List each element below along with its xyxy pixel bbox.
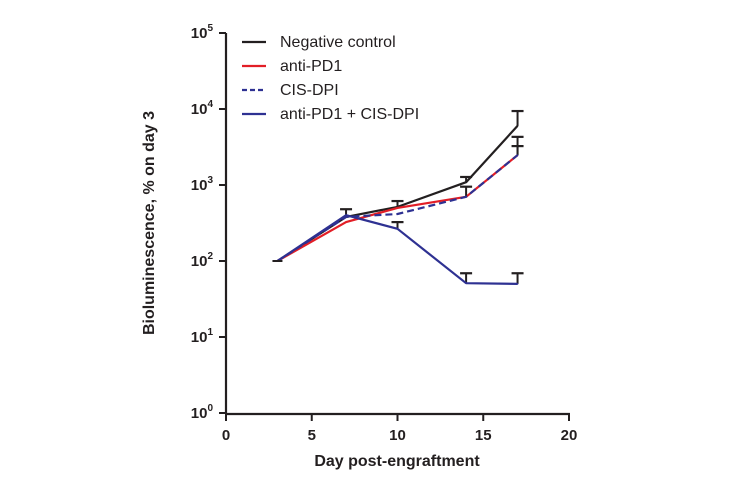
data-point <box>516 125 519 127</box>
series-anti-pd1-cis-dpi <box>276 214 524 285</box>
legend: Negative control anti-PD1 CIS-DPI anti-PD1 … <box>242 34 419 123</box>
legend-item: anti-PD1 + CIS-DPI <box>242 106 419 123</box>
legend-item: anti-PD1 <box>242 58 342 75</box>
series-negative-control <box>276 109 524 262</box>
data-point <box>396 207 399 209</box>
data-point <box>345 221 347 223</box>
data-point <box>465 195 467 198</box>
legend-item: Negative control <box>242 34 396 51</box>
series-cis-dpi <box>276 135 524 262</box>
legend-label: anti-PD1 + CIS-DPI <box>280 106 419 123</box>
data-point <box>345 214 347 217</box>
x-tick-label: 5 <box>308 427 316 444</box>
legend-label: Negative control <box>280 34 396 51</box>
data-point <box>516 283 519 285</box>
x-tick-label: 15 <box>475 427 492 444</box>
legend-item: CIS-DPI <box>242 82 339 99</box>
legend-label: CIS-DPI <box>280 82 339 99</box>
x-ticks: 0 5 10 15 20 <box>222 414 578 444</box>
series-layer <box>272 109 524 285</box>
y-tick-label: 100 <box>191 403 214 422</box>
x-tick-label: 20 <box>561 427 578 444</box>
y-tick-label: 104 <box>191 99 214 118</box>
data-point <box>465 181 467 183</box>
x-tick-label: 0 <box>222 427 230 444</box>
series-anti-pd1 <box>276 144 524 262</box>
data-point <box>516 154 519 156</box>
data-point <box>396 213 399 215</box>
y-ticks: 100 101 102 103 104 105 <box>191 23 226 422</box>
legend-label: anti-PD1 <box>280 58 342 75</box>
x-tick-label: 10 <box>389 427 406 444</box>
y-tick-label: 101 <box>191 327 214 346</box>
data-point <box>465 282 467 285</box>
y-tick-label: 105 <box>191 23 214 42</box>
data-point <box>396 228 399 230</box>
y-axis-title: Bioluminescence, % on day 3 <box>141 111 158 335</box>
x-axis-title: Day post-engraftment <box>314 453 480 470</box>
y-tick-label: 103 <box>191 175 214 194</box>
y-tick-label: 102 <box>191 251 214 270</box>
